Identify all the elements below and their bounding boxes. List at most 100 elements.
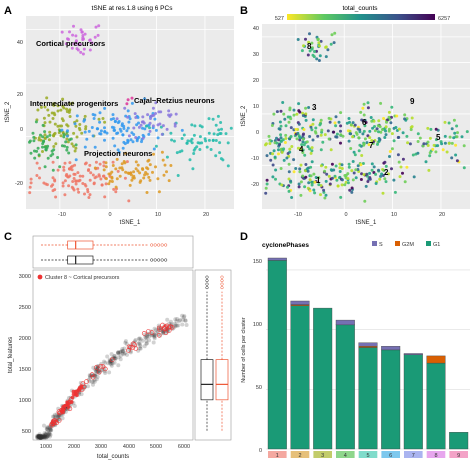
panel-a-point: [90, 41, 94, 45]
panel-a-point: [192, 133, 196, 137]
panel-b-point: [316, 37, 320, 41]
panel-a-point: [165, 155, 169, 159]
panel-b-point: [310, 149, 314, 153]
panel-b-point: [357, 149, 361, 153]
panel-b-point: [292, 170, 296, 174]
panel-c-cluster8-point: [157, 325, 162, 331]
panel-b-point: [344, 180, 348, 184]
panel-b-point: [277, 152, 280, 156]
panel-c-point: [36, 433, 41, 438]
panel-b-point: [379, 101, 383, 105]
panel-b-point: [288, 137, 292, 141]
panel-c-cluster8-point: [77, 387, 82, 391]
panel-c-point: [48, 428, 53, 433]
panel-b-point: [380, 172, 384, 176]
panel-d-bar-g1: [403, 354, 423, 450]
panel-c-top-outlier: [153, 258, 157, 262]
panel-c-point: [178, 318, 183, 322]
panel-a-point: [41, 123, 45, 127]
panel-a-point: [217, 128, 221, 132]
panel-d-category-chip: [358, 451, 378, 458]
panel-c-point: [145, 333, 150, 338]
panel-d-legend-swatch: [395, 241, 400, 246]
panel-c-right-box: [200, 359, 214, 401]
panel-a-point: [78, 174, 82, 178]
panel-b-point: [351, 178, 355, 182]
panel-a-point: [60, 128, 64, 132]
panel-b-point: [350, 186, 354, 190]
panel-a-point: [68, 174, 72, 178]
panel-c-point: [122, 352, 126, 357]
panel-b-point: [310, 41, 314, 45]
panel-b-point: [339, 133, 343, 137]
panel-c-point: [36, 434, 41, 439]
panel-c-point: [44, 435, 49, 440]
panel-a-point: [72, 188, 76, 192]
panel-b-point: [396, 153, 400, 157]
panel-b-point: [282, 112, 286, 116]
panel-b-point: [301, 151, 305, 154]
panel-b-point: [302, 44, 305, 48]
panel-a-point: [154, 128, 158, 132]
panel-d-legend-label: G1: [433, 242, 440, 248]
panel-b-point: [352, 171, 356, 175]
panel-a-point: [42, 140, 45, 144]
panel-b-point: [311, 118, 315, 122]
panel-b-point: [401, 157, 405, 161]
panel-a-point: [94, 25, 98, 29]
panel-b-point: [297, 182, 301, 186]
panel-c-point: [152, 332, 157, 337]
panel-b-point: [287, 170, 291, 174]
panel-d-legend-label: G2M: [402, 242, 414, 248]
panel-b-point: [372, 165, 376, 169]
panel-b-point: [310, 180, 314, 184]
panel-a-point: [151, 170, 154, 174]
panel-a-point: [92, 181, 96, 185]
panel-b-point: [412, 175, 416, 179]
panel-b-point: [305, 167, 309, 171]
panel-a-point: [120, 162, 124, 166]
panel-a-point: [110, 180, 114, 183]
panel-a-point: [121, 146, 125, 150]
panel-a-point: [115, 132, 119, 135]
panel-b-point: [287, 177, 291, 181]
panel-a-point: [151, 124, 155, 128]
panel-a-point: [91, 173, 95, 177]
panel-a-points: [28, 24, 233, 203]
panel-a-point: [53, 122, 57, 126]
panel-c-point: [36, 436, 41, 441]
panel-c-point: [86, 377, 91, 382]
panel-b-point: [401, 131, 405, 135]
panel-c-point: [173, 323, 178, 328]
panel-a-point: [113, 144, 117, 148]
panel-b-point: [450, 141, 454, 145]
panel-c-point: [79, 392, 84, 397]
panel-c-point: [46, 433, 51, 438]
panel-c-top-outlier: [153, 243, 157, 247]
panel-a-point: [91, 113, 95, 116]
panel-a-point: [104, 165, 108, 169]
panel-a-point: [66, 124, 70, 128]
panel-b-point: [372, 119, 376, 123]
panel-b-label: B: [240, 5, 248, 17]
panel-a-point: [83, 192, 86, 196]
panel-c-point: [91, 379, 96, 384]
panel-b-point: [340, 167, 344, 170]
panel-a-point: [167, 113, 171, 117]
panel-a-point: [107, 182, 111, 186]
panel-b-point: [312, 188, 316, 192]
panel-b-point: [309, 165, 313, 169]
panel-b-point: [362, 119, 366, 123]
panel-b-point: [300, 143, 304, 147]
panel-b-point: [359, 163, 363, 167]
panel-a-point: [111, 164, 115, 167]
panel-c-point: [36, 434, 41, 439]
panel-b-point: [289, 126, 293, 130]
panel-b-point: [434, 150, 438, 154]
panel-a-point: [103, 120, 107, 124]
panel-b-point: [416, 132, 420, 136]
panel-c-point: [112, 356, 117, 361]
panel-a-point: [105, 131, 109, 135]
panel-a-point: [76, 48, 80, 52]
panel-b-ytick: 0: [256, 130, 259, 136]
